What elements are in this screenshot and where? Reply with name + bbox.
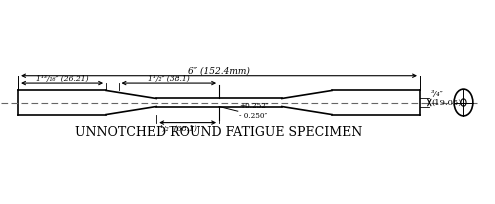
Text: ¹/₂″ (38.1): ¹/₂″ (38.1) [159,124,197,132]
Text: +0.252″: +0.252″ [239,101,269,109]
Text: 1¹/₂″ (38.1): 1¹/₂″ (38.1) [148,75,190,83]
Text: UNNOTCHED ROUND FATIGUE SPECIMEN: UNNOTCHED ROUND FATIGUE SPECIMEN [75,125,363,138]
Text: 6″ (152.4mm): 6″ (152.4mm) [188,66,250,75]
Text: (19.05): (19.05) [431,98,462,106]
Text: 1¹³/₁₆″ (26.21): 1¹³/₁₆″ (26.21) [36,75,89,83]
Text: - 0.250″: - 0.250″ [239,112,267,120]
Text: ³/₄″: ³/₄″ [431,90,444,98]
